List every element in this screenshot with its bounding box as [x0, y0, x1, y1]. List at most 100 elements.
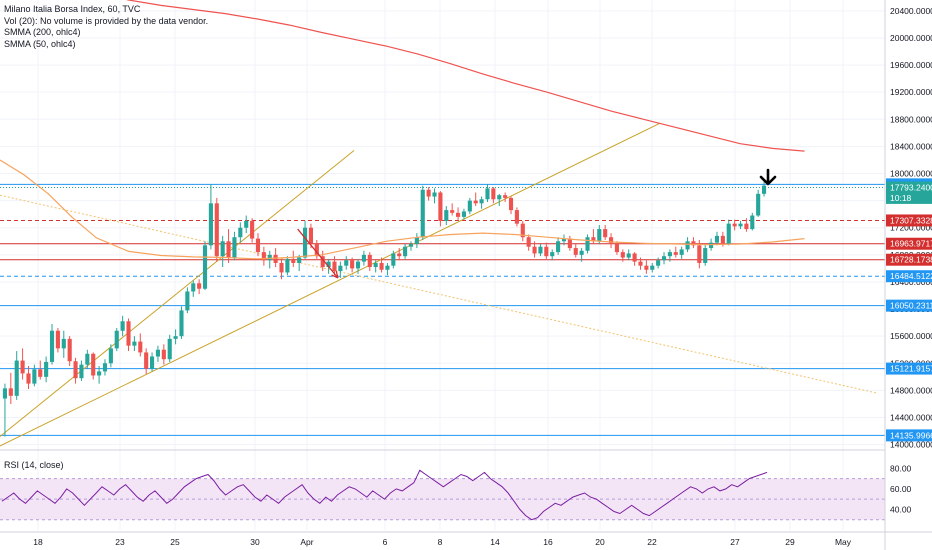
candle-body	[344, 260, 349, 266]
price-tick-label: 15600.0000	[890, 331, 932, 341]
legend-smma200[interactable]: SMMA (200, ohlc4)	[4, 27, 81, 37]
candle-body	[650, 265, 655, 270]
candle-body	[544, 246, 549, 257]
time-tick-label: 23	[115, 537, 125, 547]
candle-body	[232, 237, 237, 258]
candle-body	[550, 252, 555, 257]
time-tick-label: May	[835, 537, 852, 547]
red-arrow-head	[331, 270, 339, 279]
candle-body	[632, 253, 637, 262]
candle-body	[567, 238, 572, 249]
candle-body	[656, 260, 661, 266]
time-tick-label: 22	[647, 537, 657, 547]
price-tick-label: 20000.0000	[890, 33, 932, 43]
time-tick-label: 20	[595, 537, 605, 547]
rsi-legend[interactable]: RSI (14, close)	[4, 460, 64, 470]
candle-body	[691, 241, 696, 246]
candle-body	[8, 388, 13, 396]
price-tag-label: 16484.5122	[890, 271, 932, 281]
price-tag-label: 17307.3328	[890, 215, 932, 225]
price-tag	[886, 237, 932, 250]
candle-body	[149, 356, 155, 369]
candle-body	[320, 256, 325, 268]
candle-body	[744, 223, 749, 230]
trendline	[0, 194, 878, 394]
price-tag-label: 14135.9966	[890, 430, 932, 440]
candle-body	[185, 291, 190, 311]
candle-body	[161, 349, 166, 360]
legend-title[interactable]: Milano Italia Borsa Index, 60, TVC	[4, 4, 141, 14]
legend-volume[interactable]: Vol (20): No volume is provided by the d…	[4, 15, 209, 26]
time-tick-label: 8	[438, 537, 443, 547]
candle-body	[55, 330, 60, 349]
candle-body	[297, 257, 302, 263]
candle-body	[467, 200, 472, 212]
time-axis[interactable]: 18 23 25 30 Apr 6 8 14 16 20 22 27 29 May	[0, 531, 932, 547]
rsi-pane	[0, 469, 885, 521]
candle-body	[497, 195, 502, 200]
candle-body	[144, 352, 149, 369]
candle-body	[408, 243, 414, 247]
price-axis[interactable]: 20400.0000 20000.0000 19600.0000 19200.0000…	[884, 0, 932, 550]
candle-body	[561, 238, 567, 242]
candle-body	[520, 223, 525, 238]
candle-body	[338, 265, 343, 272]
candle-body	[379, 262, 384, 270]
candle-body	[473, 200, 478, 204]
candle-body	[355, 261, 361, 269]
candle-body	[661, 256, 667, 261]
candle-body	[603, 229, 608, 238]
candle-body	[479, 199, 484, 204]
candle-body	[91, 353, 96, 376]
candle-body	[703, 248, 708, 263]
candle-body	[238, 227, 243, 238]
time-tick-label: 6	[383, 537, 388, 547]
candle-body	[626, 253, 631, 258]
candle-body	[197, 283, 202, 289]
candle-body	[120, 321, 125, 331]
candle-body	[208, 203, 213, 246]
legend-smma50[interactable]: SMMA (50, ohlc4)	[4, 38, 76, 49]
candle-body	[32, 369, 37, 384]
smma200-line	[125, 0, 805, 152]
price-tick-label: 19600.0000	[890, 60, 932, 70]
rsi-tick-label: 60.00	[890, 484, 912, 494]
down-arrow-icon	[759, 168, 777, 186]
candle-body	[326, 261, 331, 268]
candle-body	[738, 223, 743, 227]
candle-body	[14, 360, 19, 396]
candle-body	[726, 223, 731, 244]
price-tag	[886, 429, 932, 442]
candles	[2, 181, 767, 437]
candle-body	[308, 227, 314, 244]
price-tag-label: 16050.2311	[890, 301, 932, 311]
chart-legend: Milano Italia Borsa Index, 60, TVC Vol (…	[4, 4, 208, 50]
candle-body	[638, 261, 643, 266]
time-tick-label: 25	[170, 537, 180, 547]
moving-averages	[0, 0, 805, 260]
candle-body	[273, 254, 278, 263]
trendlines	[0, 122, 878, 447]
price-tick-label: 18400.0000	[890, 141, 932, 151]
candle-body	[244, 220, 249, 228]
candle-body	[26, 373, 31, 384]
candle-body	[761, 185, 767, 194]
trendline	[0, 122, 660, 447]
candle-body	[167, 338, 172, 360]
candle-body	[714, 235, 720, 243]
candle-body	[608, 237, 614, 244]
price-tag-label: 10:18	[890, 193, 912, 203]
candle-body	[420, 189, 425, 238]
candle-body	[679, 249, 684, 255]
price-tick-label: 20400.0000	[890, 6, 932, 16]
candle-body	[67, 338, 72, 362]
red-arrow-line	[297, 228, 339, 279]
price-tag	[886, 214, 932, 227]
candle-body	[450, 210, 455, 213]
candle-body	[585, 237, 590, 251]
time-tick-label: 16	[543, 537, 553, 547]
time-tick-label: 30	[250, 537, 260, 547]
candle-body	[391, 253, 396, 266]
candle-body	[38, 369, 43, 377]
